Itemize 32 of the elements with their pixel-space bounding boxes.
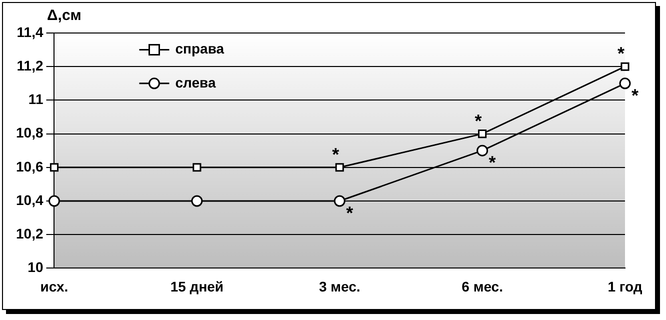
point [334,195,346,207]
annotation: * [631,85,639,106]
x-tick-label: 3 мес. [318,278,360,294]
y-tick-label: 10,8 [16,124,44,141]
y-tick-label: 10,4 [16,192,44,208]
y-tick-label: 10 [28,259,44,276]
annotation: * [474,110,482,131]
y-tick-label: 11,4 [16,24,44,40]
point [50,163,59,172]
point [619,78,631,90]
y-axis-title: Δ,см [47,7,82,24]
annotation: * [332,144,340,164]
y-tick-label: 11,2 [16,57,44,74]
annotation: * [617,44,625,64]
point [192,163,202,172]
point [476,144,488,156]
x-tick-label: 15 дней [170,278,224,294]
point [620,62,630,71]
annotation: * [346,202,354,223]
legend-label: слева [175,74,216,90]
point [191,195,203,207]
x-tick-label: 1 год [608,278,642,294]
point [335,163,344,172]
x-tick-label: исх. [40,278,68,294]
y-tick-label: 10,6 [16,158,44,174]
y-tick-label: 10,2 [16,225,44,242]
point [478,130,487,138]
legend-label: справа [175,40,224,57]
x-tick-label: 6 мес. [462,278,503,294]
y-tick-label: 11 [28,91,44,108]
point [48,195,60,207]
annotation: * [488,152,496,173]
